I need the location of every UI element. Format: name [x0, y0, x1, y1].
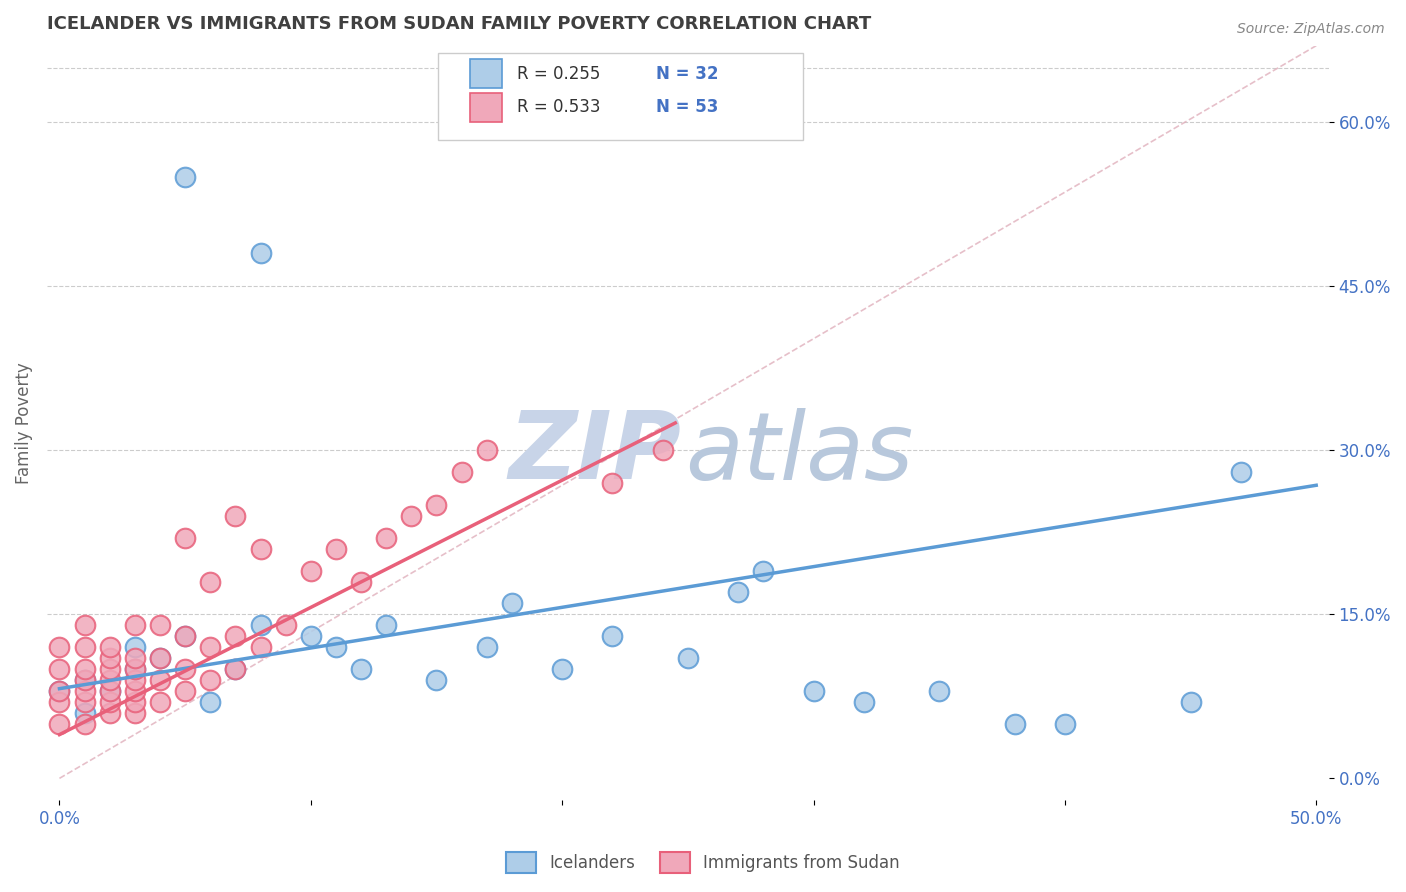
Point	[475, 443, 498, 458]
Point	[375, 618, 398, 632]
Point	[224, 629, 246, 643]
Point	[401, 508, 423, 523]
Point	[602, 476, 624, 491]
Point	[149, 695, 172, 709]
FancyBboxPatch shape	[437, 54, 803, 140]
Point	[48, 695, 70, 709]
Point	[48, 662, 70, 676]
Point	[124, 618, 146, 632]
Point	[98, 673, 121, 687]
Point	[124, 684, 146, 698]
Point	[224, 662, 246, 676]
Point	[350, 574, 373, 589]
Point	[98, 640, 121, 654]
Point	[249, 618, 271, 632]
Point	[651, 443, 673, 458]
Point	[803, 684, 825, 698]
Point	[200, 640, 222, 654]
Text: N = 53: N = 53	[655, 98, 718, 116]
Point	[450, 465, 472, 479]
FancyBboxPatch shape	[470, 93, 502, 121]
Point	[73, 706, 96, 720]
Point	[98, 695, 121, 709]
Point	[98, 684, 121, 698]
Point	[249, 246, 271, 260]
Point	[1053, 716, 1076, 731]
Point	[200, 673, 222, 687]
Point	[551, 662, 574, 676]
Text: N = 32: N = 32	[655, 64, 718, 83]
Point	[48, 640, 70, 654]
Point	[375, 531, 398, 545]
Point	[73, 640, 96, 654]
Point	[928, 684, 950, 698]
Point	[1004, 716, 1026, 731]
Point	[48, 684, 70, 698]
Point	[350, 662, 373, 676]
Text: atlas: atlas	[685, 408, 914, 499]
Point	[98, 684, 121, 698]
Point	[149, 651, 172, 665]
Point	[174, 662, 197, 676]
Point	[73, 673, 96, 687]
Point	[48, 716, 70, 731]
Point	[727, 585, 749, 599]
Point	[475, 640, 498, 654]
Legend: Icelanders, Immigrants from Sudan: Icelanders, Immigrants from Sudan	[499, 846, 907, 880]
FancyBboxPatch shape	[470, 60, 502, 88]
Point	[48, 684, 70, 698]
Text: R = 0.255: R = 0.255	[517, 64, 600, 83]
Point	[425, 673, 447, 687]
Point	[299, 564, 322, 578]
Point	[149, 673, 172, 687]
Point	[124, 706, 146, 720]
Text: ZIP: ZIP	[509, 407, 682, 500]
Point	[174, 629, 197, 643]
Point	[124, 662, 146, 676]
Point	[174, 169, 197, 184]
Point	[124, 651, 146, 665]
Point	[73, 684, 96, 698]
Point	[249, 541, 271, 556]
Point	[73, 673, 96, 687]
Point	[98, 651, 121, 665]
Point	[200, 695, 222, 709]
Point	[124, 640, 146, 654]
Text: R = 0.533: R = 0.533	[517, 98, 600, 116]
Text: ICELANDER VS IMMIGRANTS FROM SUDAN FAMILY POVERTY CORRELATION CHART: ICELANDER VS IMMIGRANTS FROM SUDAN FAMIL…	[46, 15, 872, 33]
Point	[274, 618, 297, 632]
Point	[149, 651, 172, 665]
Point	[325, 640, 347, 654]
Point	[124, 662, 146, 676]
Point	[174, 684, 197, 698]
Point	[98, 706, 121, 720]
Point	[501, 596, 523, 610]
Point	[98, 662, 121, 676]
Point	[1180, 695, 1202, 709]
Point	[676, 651, 699, 665]
Point	[73, 695, 96, 709]
Point	[325, 541, 347, 556]
Point	[299, 629, 322, 643]
Point	[73, 662, 96, 676]
Y-axis label: Family Poverty: Family Poverty	[15, 362, 32, 483]
Point	[852, 695, 875, 709]
Point	[73, 716, 96, 731]
Point	[124, 695, 146, 709]
Point	[124, 673, 146, 687]
Point	[73, 618, 96, 632]
Point	[249, 640, 271, 654]
Point	[149, 618, 172, 632]
Point	[1230, 465, 1253, 479]
Point	[752, 564, 775, 578]
Point	[224, 662, 246, 676]
Text: Source: ZipAtlas.com: Source: ZipAtlas.com	[1237, 22, 1385, 37]
Point	[200, 574, 222, 589]
Point	[425, 498, 447, 512]
Point	[602, 629, 624, 643]
Point	[174, 629, 197, 643]
Point	[224, 508, 246, 523]
Point	[174, 531, 197, 545]
